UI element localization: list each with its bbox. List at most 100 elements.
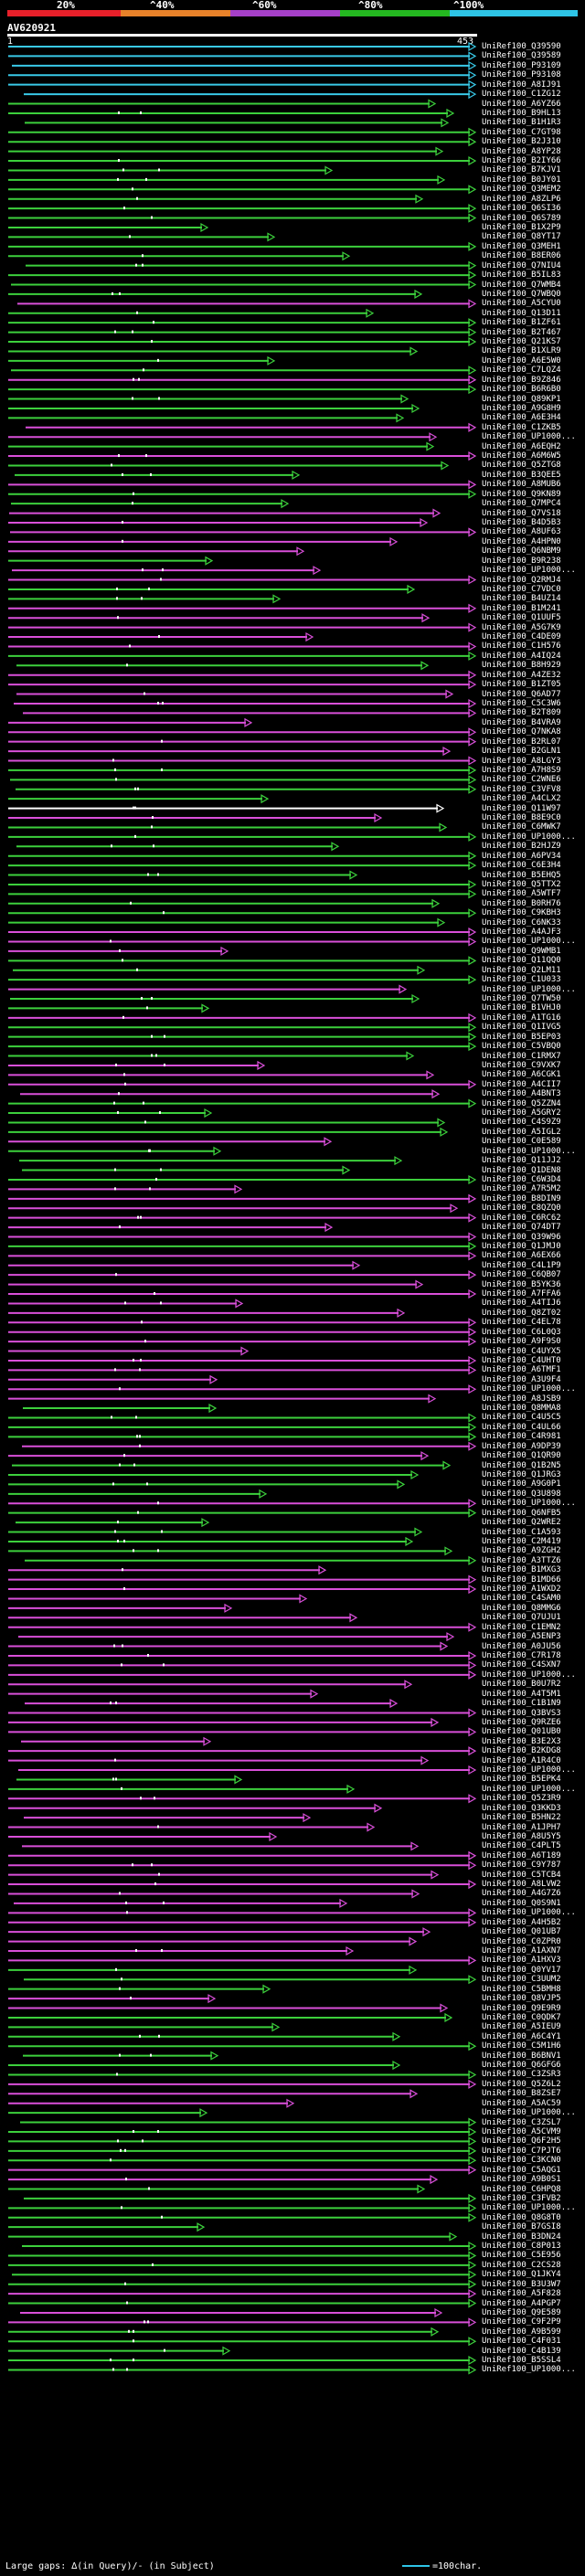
- hit-label-link[interactable]: UniRef100_C4B139: [482, 2346, 561, 2356]
- hit-label-link[interactable]: UniRef100_A3TTZ6: [482, 1555, 561, 1565]
- hit-label-link[interactable]: UniRef100_B8E9C0: [482, 813, 561, 823]
- hit-label-link[interactable]: UniRef100_A4G7Z6: [482, 1889, 561, 1899]
- hit-label-link[interactable]: UniRef100_A4HPN0: [482, 536, 561, 546]
- hit-label-link[interactable]: UniRef100_C1U033: [482, 975, 561, 985]
- hit-label-link[interactable]: UniRef100_Q7WMB4: [482, 280, 561, 290]
- hit-label-link[interactable]: UniRef100_A4T5M1: [482, 1689, 561, 1699]
- hit-label-link[interactable]: UniRef100_A1AXN7: [482, 1946, 561, 1956]
- hit-label-link[interactable]: UniRef100_C1A593: [482, 1527, 561, 1537]
- hit-label-link[interactable]: UniRef100_A4AJF3: [482, 928, 561, 938]
- hit-label-link[interactable]: UniRef100_A7FFA6: [482, 1289, 561, 1299]
- hit-label-link[interactable]: UniRef100_Q6GFG6: [482, 2061, 561, 2071]
- hit-label-link[interactable]: UniRef100_B0U7R2: [482, 1680, 561, 1690]
- hit-label-link[interactable]: UniRef100_A5IGL2: [482, 1127, 561, 1137]
- hit-label-link[interactable]: UniRef100_Q8MMG6: [482, 1603, 561, 1613]
- hit-label-link[interactable]: UniRef100_C3KCN0: [482, 2156, 561, 2166]
- hit-label-link[interactable]: UniRef100_A3U9F4: [482, 1374, 561, 1384]
- hit-label-link[interactable]: UniRef100_A5G7K9: [482, 622, 561, 632]
- hit-label-link[interactable]: UniRef100_B1M241: [482, 603, 561, 613]
- hit-label-link[interactable]: UniRef100_C1H576: [482, 641, 561, 652]
- hit-label-link[interactable]: UniRef100_Q01UB0: [482, 1727, 561, 1737]
- hit-label-link[interactable]: UniRef100_B5YK36: [482, 1279, 561, 1289]
- hit-label-link[interactable]: UniRef100_P93109: [482, 60, 561, 70]
- hit-label-link[interactable]: UniRef100_A1TG16: [482, 1012, 561, 1023]
- hit-label-link[interactable]: UniRef100_C4S9Z9: [482, 1118, 561, 1128]
- hit-label-link[interactable]: UniRef100_A8ZLP6: [482, 194, 561, 204]
- hit-label-link[interactable]: UniRef100_C4EL78: [482, 1318, 561, 1328]
- hit-label-link[interactable]: UniRef100_UP1000...: [482, 1908, 576, 1918]
- hit-label-link[interactable]: UniRef100_Q5ZZN4: [482, 1098, 561, 1108]
- hit-label-link[interactable]: UniRef100_B2J310: [482, 137, 561, 147]
- hit-label-link[interactable]: UniRef100_C7LQZ4: [482, 366, 561, 376]
- hit-label-link[interactable]: UniRef100_C1B1N9: [482, 1699, 561, 1709]
- hit-label-link[interactable]: UniRef100_Q3U898: [482, 1489, 561, 1499]
- hit-label-link[interactable]: UniRef100_B5EHQ5: [482, 870, 561, 880]
- hit-label-link[interactable]: UniRef100_A6E5W0: [482, 355, 561, 366]
- hit-label-link[interactable]: UniRef100_A6E3H4: [482, 413, 561, 423]
- hit-label-link[interactable]: UniRef100_Q39589: [482, 51, 561, 61]
- hit-label-link[interactable]: UniRef100_Q39W96: [482, 1232, 561, 1242]
- hit-label-link[interactable]: UniRef100_Q01UB7: [482, 1927, 561, 1937]
- hit-label-link[interactable]: UniRef100_UP1000...: [482, 1146, 576, 1156]
- hit-label-link[interactable]: UniRef100_UP1000...: [482, 432, 576, 442]
- hit-label-link[interactable]: UniRef100_UP1000...: [482, 1784, 576, 1794]
- hit-label-link[interactable]: UniRef100_C1EMN2: [482, 1622, 561, 1632]
- hit-label-link[interactable]: UniRef100_A6TMF1: [482, 1365, 561, 1375]
- hit-label-link[interactable]: UniRef100_A9G0P1: [482, 1479, 561, 1489]
- hit-label-link[interactable]: UniRef100_A9ZGH2: [482, 1546, 561, 1556]
- hit-label-link[interactable]: UniRef100_C3VFV8: [482, 784, 561, 794]
- hit-label-link[interactable]: UniRef100_C6MWK7: [482, 822, 561, 832]
- hit-label-link[interactable]: UniRef100_B2KDG8: [482, 1746, 561, 1756]
- hit-label-link[interactable]: UniRef100_UP1000...: [482, 2365, 576, 2375]
- hit-label-link[interactable]: UniRef100_C2M419: [482, 1536, 561, 1546]
- hit-label-link[interactable]: UniRef100_UP1000...: [482, 2108, 576, 2118]
- hit-label-link[interactable]: UniRef100_Q5Z6L2: [482, 2079, 561, 2089]
- hit-label-link[interactable]: UniRef100_Q7MPC4: [482, 499, 561, 509]
- hit-label-link[interactable]: UniRef100_B2IY66: [482, 156, 561, 166]
- hit-label-link[interactable]: UniRef100_A5AC59: [482, 2098, 561, 2108]
- hit-label-link[interactable]: UniRef100_Q1UUF5: [482, 613, 561, 623]
- hit-label-link[interactable]: UniRef100_B3QEE5: [482, 470, 561, 480]
- hit-label-link[interactable]: UniRef100_B5EP03: [482, 1032, 561, 1042]
- hit-label-link[interactable]: UniRef100_A9G8H9: [482, 403, 561, 413]
- hit-label-link[interactable]: UniRef100_Q6S789: [482, 213, 561, 223]
- hit-label-link[interactable]: UniRef100_Q5TTX2: [482, 879, 561, 889]
- hit-label-link[interactable]: UniRef100_Q2WRE2: [482, 1518, 561, 1528]
- hit-label-link[interactable]: UniRef100_B5IL83: [482, 270, 561, 281]
- hit-label-link[interactable]: UniRef100_A1HXV3: [482, 1956, 561, 1966]
- hit-label-link[interactable]: UniRef100_A6YZ66: [482, 99, 561, 109]
- hit-label-link[interactable]: UniRef100_A4CLX2: [482, 794, 561, 804]
- hit-label-link[interactable]: UniRef100_A4PGP7: [482, 2298, 561, 2308]
- hit-label-link[interactable]: UniRef100_Q1B2N5: [482, 1460, 561, 1470]
- hit-label-link[interactable]: UniRef100_C6NK33: [482, 917, 561, 928]
- hit-label-link[interactable]: UniRef100_C6RC62: [482, 1213, 561, 1223]
- hit-label-link[interactable]: UniRef100_Q3BVS3: [482, 1708, 561, 1718]
- hit-label-link[interactable]: UniRef100_C4U5C5: [482, 1413, 561, 1423]
- hit-label-link[interactable]: UniRef100_B2RL07: [482, 737, 561, 747]
- hit-label-link[interactable]: UniRef100_Q39590: [482, 42, 561, 51]
- hit-label-link[interactable]: UniRef100_Q8YT17: [482, 232, 561, 242]
- hit-label-link[interactable]: UniRef100_Q11QQ0: [482, 956, 561, 966]
- hit-label-link[interactable]: UniRef100_Q1QR90: [482, 1451, 561, 1461]
- hit-label-link[interactable]: UniRef100_C6L0Q3: [482, 1327, 561, 1337]
- hit-label-link[interactable]: UniRef100_C5C3W6: [482, 698, 561, 708]
- hit-label-link[interactable]: UniRef100_C5AQG1: [482, 2165, 561, 2175]
- hit-label-link[interactable]: UniRef100_B8ER06: [482, 251, 561, 261]
- hit-label-link[interactable]: UniRef100_Q3MEH1: [482, 241, 561, 251]
- hit-label-link[interactable]: UniRef100_B1H1R3: [482, 118, 561, 128]
- hit-label-link[interactable]: UniRef100_C0ZPR0: [482, 1936, 561, 1946]
- hit-label-link[interactable]: UniRef100_A1WXD2: [482, 1585, 561, 1595]
- hit-label-link[interactable]: UniRef100_A1R4C0: [482, 1755, 561, 1765]
- hit-label-link[interactable]: UniRef100_C3UUM2: [482, 1975, 561, 1985]
- hit-label-link[interactable]: UniRef100_A8U5Y5: [482, 1831, 561, 1841]
- hit-label-link[interactable]: UniRef100_B5EPK4: [482, 1775, 561, 1785]
- hit-label-link[interactable]: UniRef100_A9B0S1: [482, 2175, 561, 2185]
- hit-label-link[interactable]: UniRef100_A6CGK1: [482, 1070, 561, 1080]
- hit-label-link[interactable]: UniRef100_B8H929: [482, 661, 561, 671]
- hit-label-link[interactable]: UniRef100_Q7UJU1: [482, 1613, 561, 1623]
- hit-label-link[interactable]: UniRef100_Q7NKA8: [482, 727, 561, 737]
- hit-label-link[interactable]: UniRef100_Q1JRG3: [482, 1470, 561, 1479]
- hit-label-link[interactable]: UniRef100_Q9WMB1: [482, 946, 561, 956]
- hit-label-link[interactable]: UniRef100_C6HPQ8: [482, 2184, 561, 2194]
- hit-label-link[interactable]: UniRef100_Q6NBM9: [482, 546, 561, 557]
